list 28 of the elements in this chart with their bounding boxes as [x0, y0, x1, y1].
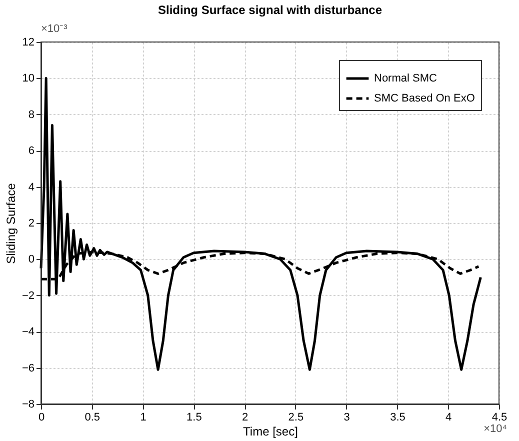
x-tick-label: 1	[140, 412, 146, 424]
y-tick-label: 12	[22, 36, 34, 48]
x-tick-label: 2.5	[288, 412, 304, 424]
y-tick-label: −4	[22, 326, 34, 338]
y-tick-label: 10	[22, 72, 34, 85]
y-tick-label: −2	[22, 290, 34, 302]
y-tick-label: 8	[28, 108, 34, 121]
x-tick-label: 4.5	[492, 412, 508, 424]
y-tick-label: 6	[28, 145, 34, 158]
y-tick-label: 2	[28, 218, 34, 230]
x-tick-label: 0	[38, 412, 45, 424]
x-tick-label: 3.5	[390, 412, 406, 424]
chart-title: Sliding Surface signal with disturbance	[158, 3, 382, 17]
legend-label: Normal SMC	[374, 72, 438, 84]
y-tick-label: 4	[28, 181, 34, 194]
y-tick-label: 0	[28, 254, 34, 266]
x-tick-label: 1.5	[186, 412, 202, 424]
y-axis-title: Sliding Surface	[4, 182, 18, 264]
legend-label: SMC Based On ExO	[374, 92, 476, 104]
text: ×10⁻³	[41, 23, 68, 35]
y-tick-label: −6	[22, 362, 34, 374]
x-tick-label: 2	[242, 412, 248, 424]
x-tick-label: 4	[446, 412, 452, 424]
x-axis-title: Time [sec]	[243, 424, 298, 438]
x-tick-label: 3	[344, 412, 350, 424]
x-tick-label: 0.5	[84, 412, 100, 424]
text: ×10⁴	[484, 423, 508, 435]
y-tick-label: −8	[22, 398, 34, 410]
